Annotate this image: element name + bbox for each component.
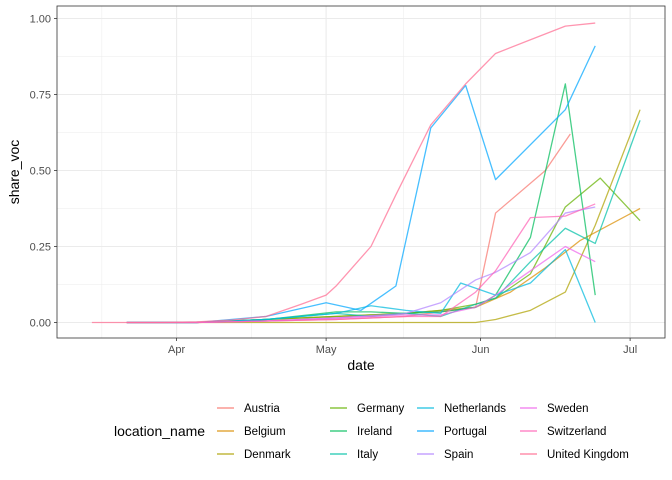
y-tick-label: 0.75 [30,90,51,102]
y-axis-title: share_voc [6,140,22,205]
legend-label-italy: Italy [357,449,378,461]
x-tick-label: Jul [623,344,637,356]
series-line-denmark [126,109,641,324]
series-line-switzerland [126,203,596,324]
legend-label-belgium: Belgium [244,426,286,438]
legend-label-switzerland: Switzerland [547,426,606,438]
x-tick-label: May [316,344,337,356]
legend-label-sweden: Sweden [547,403,589,415]
x-tick-label: Apr [168,344,185,356]
series-line-united-kingdom [91,22,596,324]
y-tick-label: 0.50 [30,166,51,178]
y-tick-label: 0.00 [30,318,51,330]
legend-title: location_name [114,423,205,439]
x-tick-label: Jun [472,344,490,356]
legend-label-spain: Spain [444,449,473,461]
y-tick-label: 1.00 [30,14,51,26]
series-line-netherlands [126,248,596,324]
legend-label-ireland: Ireland [357,426,392,438]
axes: 0.00 0.25 0.50 0.75 1.00 Apr May Jun Jul [30,14,638,357]
legend-label-united-kingdom: United Kingdom [547,449,629,461]
series-lines [91,22,641,324]
y-tick-label: 0.25 [30,242,51,254]
legend-label-germany: Germany [357,403,405,415]
panel-border [56,5,666,339]
legend-label-austria: Austria [244,403,280,415]
legend-label-netherlands: Netherlands [444,403,506,415]
x-axis-title: date [347,357,374,373]
legend-label-denmark: Denmark [244,449,291,461]
legend-label-portugal: Portugal [444,426,487,438]
legend: location_name Austria Belgium Denmark Germa… [114,403,629,461]
